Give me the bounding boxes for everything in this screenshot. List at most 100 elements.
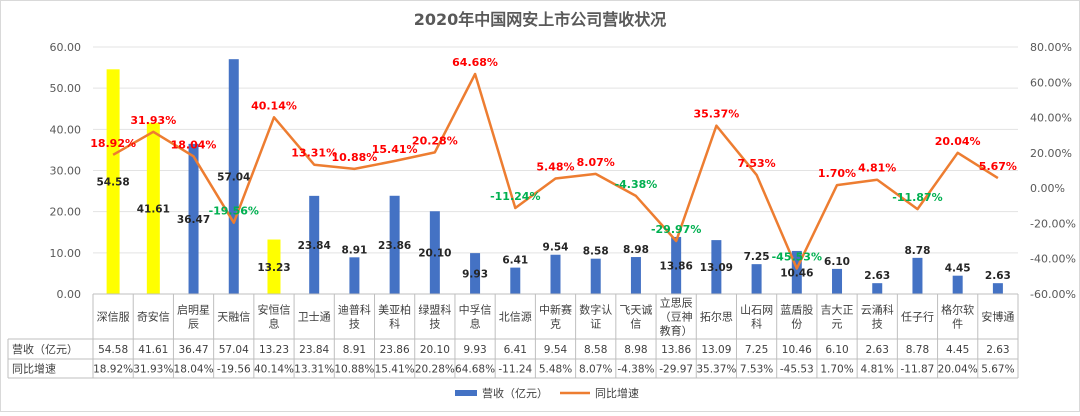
table-cell: -45.53	[780, 364, 814, 376]
table-row-label: 同比增速	[12, 362, 56, 376]
growth-line	[112, 72, 999, 270]
table-cell: 40.14%	[254, 364, 294, 376]
table-cell: 20.28%	[415, 364, 455, 376]
growth-data-label: -29.97%	[651, 223, 701, 236]
revenue-bar	[106, 69, 120, 294]
table-cell: 7.25	[745, 344, 768, 356]
revenue-bar	[550, 254, 561, 294]
category-label: 蓝盾股	[780, 304, 813, 317]
revenue-data-label: 6.41	[502, 255, 528, 267]
right-tick-label: 40.00%	[1030, 112, 1072, 125]
growth-data-label: -45.53%	[772, 250, 822, 263]
revenue-data-label: 20.10	[418, 248, 451, 260]
category-label: 启明星	[177, 304, 210, 317]
table-cell: 20.10	[420, 344, 450, 356]
left-tick-label: 60.00	[50, 41, 82, 54]
revenue-data-label: 2.63	[985, 270, 1011, 282]
growth-data-label: 5.67%	[979, 160, 1017, 173]
category-label: 中新赛	[539, 303, 572, 317]
revenue-bars	[106, 59, 1003, 294]
table-cell: 8.98	[624, 344, 647, 356]
category-label: 飞天诚	[619, 304, 652, 317]
revenue-bar	[711, 240, 722, 294]
table-cell: 8.78	[906, 344, 929, 356]
table-cell: 20.04%	[938, 364, 978, 376]
revenue-data-label: 9.54	[543, 242, 569, 254]
left-tick-label: 30.00	[50, 165, 82, 178]
growth-data-labels: 18.92% 31.93% 18.04% -19.56% 40.14% 13.31%10.…	[90, 56, 1017, 263]
category-label: 立思辰	[660, 296, 693, 310]
growth-data-label: 20.04%	[935, 135, 981, 148]
table-row-label: 营收（亿元）	[12, 342, 78, 356]
right-axis: -60.00% -40.00% -20.00% 0.00% 20.00% 40.00% 60…	[1030, 41, 1076, 301]
revenue-bar	[590, 258, 601, 294]
revenue-bar	[349, 257, 360, 294]
left-tick-label: 20.00	[50, 206, 82, 219]
table-cell: 6.41	[504, 344, 527, 356]
revenue-bar	[832, 268, 843, 294]
growth-data-label: 18.04%	[171, 138, 217, 151]
revenue-data-label: 8.91	[341, 244, 367, 256]
left-tick-label: 0.00	[57, 288, 82, 301]
right-tick-label: -40.00%	[1030, 253, 1076, 266]
revenue-bar	[952, 275, 963, 294]
revenue-data-label: 54.58	[96, 177, 129, 189]
growth-data-label: 1.70%	[818, 167, 856, 180]
growth-data-label: 18.92%	[90, 137, 136, 150]
table-cell: 9.54	[544, 344, 568, 356]
revenue-data-label: 4.45	[945, 263, 971, 275]
category-label: 深信服	[97, 311, 130, 324]
table-cell: 4.45	[946, 344, 969, 356]
category-label: 绿盟科	[418, 303, 451, 317]
category-label: 数字认	[579, 303, 612, 317]
revenue-data-label: 36.47	[177, 214, 210, 226]
chart-title: 2020年中国网安上市公司营收状况	[414, 10, 667, 29]
revenue-data-label: 7.25	[744, 251, 770, 263]
revenue-bar	[146, 122, 160, 294]
growth-data-label: 31.93%	[130, 114, 176, 127]
category-label: 息	[470, 317, 481, 331]
category-label: 息	[268, 317, 279, 331]
revenue-bar	[228, 59, 239, 294]
right-tick-label: 80.00%	[1030, 41, 1072, 54]
table-cell: 7.53%	[740, 364, 773, 376]
growth-data-label: 5.48%	[536, 160, 574, 173]
category-label: 克	[550, 318, 561, 331]
table-cell: 36.47	[179, 344, 209, 356]
revenue-bar	[992, 283, 1003, 294]
table-cell: 5.48%	[539, 364, 572, 376]
table-cell: 35.37%	[696, 364, 736, 376]
left-tick-label: 40.00	[50, 123, 82, 136]
revenue-data-label: 57.04	[217, 172, 250, 184]
revenue-bar	[267, 239, 281, 294]
table-cell: 5.67%	[981, 364, 1014, 376]
growth-data-label: -19.56%	[209, 205, 259, 218]
table-cell: 8.58	[584, 344, 607, 356]
growth-data-label: 40.14%	[251, 99, 297, 112]
table-cell: 10.46	[782, 344, 812, 356]
category-label: 奇安信	[137, 310, 170, 324]
growth-data-label: 7.53%	[738, 157, 776, 170]
growth-data-label: -11.24%	[490, 190, 540, 203]
category-label: 证	[590, 318, 601, 331]
table-cell: 57.04	[219, 344, 249, 356]
revenue-bar	[389, 195, 400, 294]
revenue-data-label: 10.46	[780, 267, 813, 279]
category-label: 山石网	[740, 304, 773, 317]
category-label: 云涌科	[861, 303, 894, 317]
table-cell: 9.93	[463, 344, 486, 356]
table-cell: 54.58	[98, 344, 128, 356]
growth-data-label: 20.28%	[412, 134, 458, 147]
category-label: 任子行	[901, 311, 934, 324]
category-label: 技	[872, 318, 883, 331]
revenue-data-label: 6.10	[824, 256, 850, 268]
table-cell: 15.41%	[375, 364, 415, 376]
left-tick-label: 10.00	[50, 247, 82, 260]
revenue-bar	[912, 257, 923, 294]
table-cell: 2.63	[866, 344, 889, 356]
category-label: 科	[389, 317, 400, 331]
right-tick-label: 60.00%	[1030, 76, 1072, 89]
category-label: 天融信	[217, 311, 250, 324]
category-label: （豆神	[660, 310, 693, 324]
